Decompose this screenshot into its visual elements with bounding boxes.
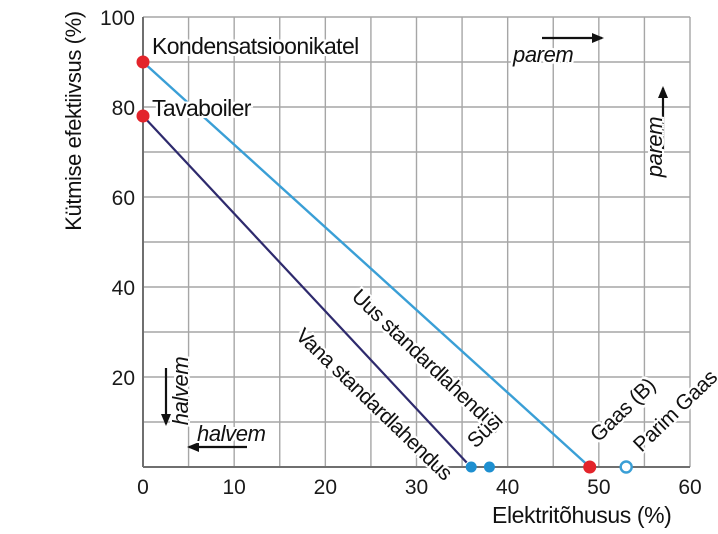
data-point-kondensatsioonikatel: [136, 55, 150, 69]
y-axis-label: Kütmise efektiivsus (%): [61, 11, 86, 231]
data-point-s-si: [465, 461, 477, 473]
better-right-label: parem: [642, 116, 667, 178]
direction-arrows: [161, 33, 668, 452]
y-tick-label: 60: [112, 187, 135, 210]
x-tick-label: 20: [314, 476, 337, 499]
regular-boiler-label: Tavaboiler: [152, 95, 251, 121]
series-line-uus-standardlahendus: [142, 61, 591, 468]
better-top-label: parem: [513, 42, 574, 67]
worse-bottom-label: halvem: [197, 421, 266, 446]
worse-left-label: halvem: [168, 356, 193, 426]
series-line-vana-standardlahendus: [142, 115, 468, 464]
x-tick-label: 10: [222, 476, 245, 499]
x-tick-label: 0: [137, 476, 149, 499]
data-point-parim-gaas: [619, 460, 633, 474]
x-tick-label: 40: [496, 476, 519, 499]
y-tick-label: 80: [112, 97, 135, 120]
condensing-boiler-label: Kondensatsioonikatel: [152, 33, 359, 59]
x-tick-label: 60: [678, 476, 701, 499]
x-axis-label: Elektritõhusus (%): [492, 502, 672, 528]
data-point-gaas-b-: [583, 460, 597, 474]
y-tick-label: 20: [112, 367, 135, 390]
x-tick-label: 30: [405, 476, 428, 499]
y-tick-label: 40: [112, 277, 135, 300]
data-point-tavaboiler: [136, 109, 150, 123]
y-tick-label: 100: [100, 7, 135, 30]
x-tick-label: 50: [587, 476, 610, 499]
data-point-s-si: [483, 461, 495, 473]
